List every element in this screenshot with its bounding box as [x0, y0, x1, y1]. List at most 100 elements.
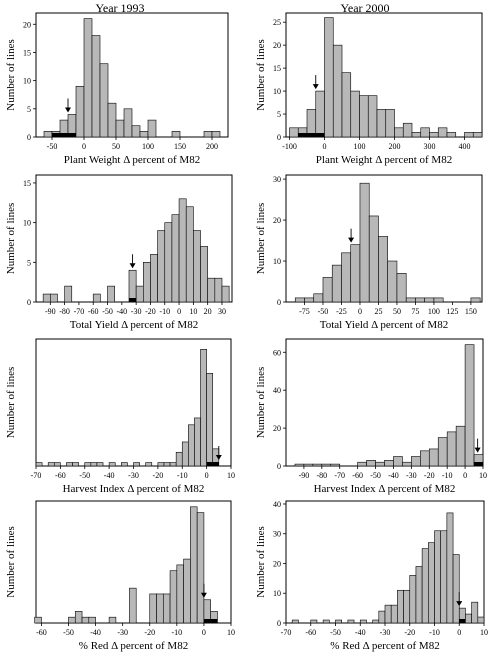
histogram-bar	[142, 262, 151, 303]
histogram-bar	[133, 462, 140, 467]
histogram-bar	[411, 132, 422, 138]
highlight-bar	[52, 133, 60, 137]
histogram-bar	[415, 297, 425, 303]
arrow-head	[312, 84, 319, 90]
highlight-bar	[474, 462, 483, 466]
histogram-red-1993: -60 -50 -40 -30 -20 -10 0 10 % Red Δ percent of …	[5, 500, 235, 652]
histogram-bar	[465, 613, 472, 624]
histogram-bar	[403, 589, 411, 624]
histogram-harvest-index-2000: -90 -80 -70 -60 -50 -40 -30 -20 -10 0 10 0 20 40 60 Har…	[255, 338, 487, 495]
y-tick-label: 20	[273, 559, 281, 568]
histogram-bar	[315, 90, 325, 138]
histogram-bar	[176, 564, 184, 624]
x-axis-label: % Red Δ percent of M82	[79, 640, 188, 652]
histogram-bar	[357, 461, 367, 467]
x-tick-label: -40	[117, 307, 128, 316]
histogram-bar	[92, 293, 101, 303]
x-tick-label: -10	[442, 471, 453, 480]
histogram-bar	[139, 131, 149, 138]
x-tick-label: -10	[159, 307, 170, 316]
histogram-plant-weight-1993: -50 0 50 100 150 200 0 5 10 15 20 Plant Weight Δ pe…	[5, 12, 229, 166]
histogram-bar	[34, 616, 42, 624]
x-tick-label: 0	[457, 628, 461, 637]
histogram-bar	[156, 593, 164, 624]
x-tick-label: -60	[305, 628, 316, 637]
histogram-bar	[415, 566, 423, 624]
highlight-bar	[210, 619, 218, 623]
x-tick-label: -10	[177, 471, 188, 480]
histogram-bar	[149, 593, 157, 624]
column-title-2000: Year 2000	[340, 1, 390, 15]
histogram-bar	[135, 285, 144, 303]
histogram-bar	[322, 277, 333, 303]
histogram-bar	[472, 132, 483, 138]
y-tick-label: 40	[273, 386, 281, 395]
y-tick-label: 15	[273, 64, 281, 73]
histogram-bar	[437, 437, 448, 467]
x-tick-label: 25	[374, 307, 382, 316]
histogram-bar	[74, 611, 83, 624]
histogram-bar	[83, 18, 93, 138]
y-tick-label: 15	[23, 48, 31, 57]
histogram-bar	[108, 616, 117, 624]
y-tick-label: 5	[277, 110, 281, 119]
histogram-bar	[90, 462, 98, 467]
histogram-bar	[108, 462, 116, 467]
histogram-bar	[376, 109, 387, 138]
histogram-bar	[332, 44, 343, 138]
histogram-bar	[452, 554, 460, 624]
histogram-bar	[372, 619, 380, 624]
x-tick-label: -50	[63, 628, 74, 637]
x-tick-label: 50	[112, 142, 120, 151]
y-tick-label: 20	[273, 216, 281, 225]
histogram-bar	[477, 616, 485, 624]
histogram-bar	[424, 297, 435, 303]
histogram-bar	[91, 35, 101, 138]
x-tick-label: 10	[479, 471, 487, 480]
x-tick-label: 0	[358, 307, 362, 316]
histogram-bar	[324, 17, 334, 138]
x-tick-label: -40	[355, 628, 366, 637]
histogram-bar	[121, 462, 128, 467]
histogram-bar	[304, 297, 315, 303]
arrow-head	[129, 263, 136, 269]
histogram-bar	[289, 127, 299, 138]
histogram-bar	[387, 260, 398, 303]
x-tick-label: -20	[153, 471, 164, 480]
arrow-head	[456, 601, 463, 607]
y-tick-label: 15	[23, 179, 31, 188]
y-tick-label: 20	[273, 424, 281, 433]
histogram-bar	[335, 619, 342, 624]
y-tick-label: 40	[273, 500, 281, 509]
histogram-bar	[75, 85, 85, 138]
x-tick-label: -30	[117, 628, 128, 637]
x-tick-label: -40	[388, 471, 399, 480]
histogram-bar	[470, 297, 481, 303]
histogram-harvest-index-1993: -70 -60 -50 -40 -30 -20 -10 0 10 Harvest Index Δ …	[5, 338, 235, 495]
y-tick-label: 10	[273, 257, 281, 266]
x-tick-label: 150	[465, 307, 477, 316]
x-tick-label: -60	[352, 471, 363, 480]
x-tick-label: 0	[323, 142, 327, 151]
histogram-bar	[123, 108, 133, 138]
x-tick-label: -80	[59, 307, 70, 316]
histogram-bar	[350, 244, 361, 303]
histogram-bar	[394, 127, 404, 138]
histogram-bar	[115, 119, 125, 138]
x-tick-label: -10	[429, 628, 440, 637]
highlight-bar	[128, 298, 137, 302]
highlight-bar	[307, 133, 316, 137]
histogram-bar	[437, 127, 448, 138]
x-axis-label: Plant Weight Δ percent of M82	[64, 154, 200, 166]
y-tick-label: 10	[273, 589, 281, 598]
histogram-bar	[385, 109, 395, 138]
y-tick-label: 10	[273, 87, 281, 96]
arrow-head	[200, 592, 207, 598]
histogram-bar	[200, 246, 208, 303]
histogram-bar	[359, 619, 367, 624]
histogram-bar	[35, 462, 43, 467]
arrow-head	[474, 447, 481, 453]
histogram-bar	[47, 462, 55, 467]
histogram-bar	[429, 132, 439, 138]
x-tick-label: -20	[145, 307, 156, 316]
